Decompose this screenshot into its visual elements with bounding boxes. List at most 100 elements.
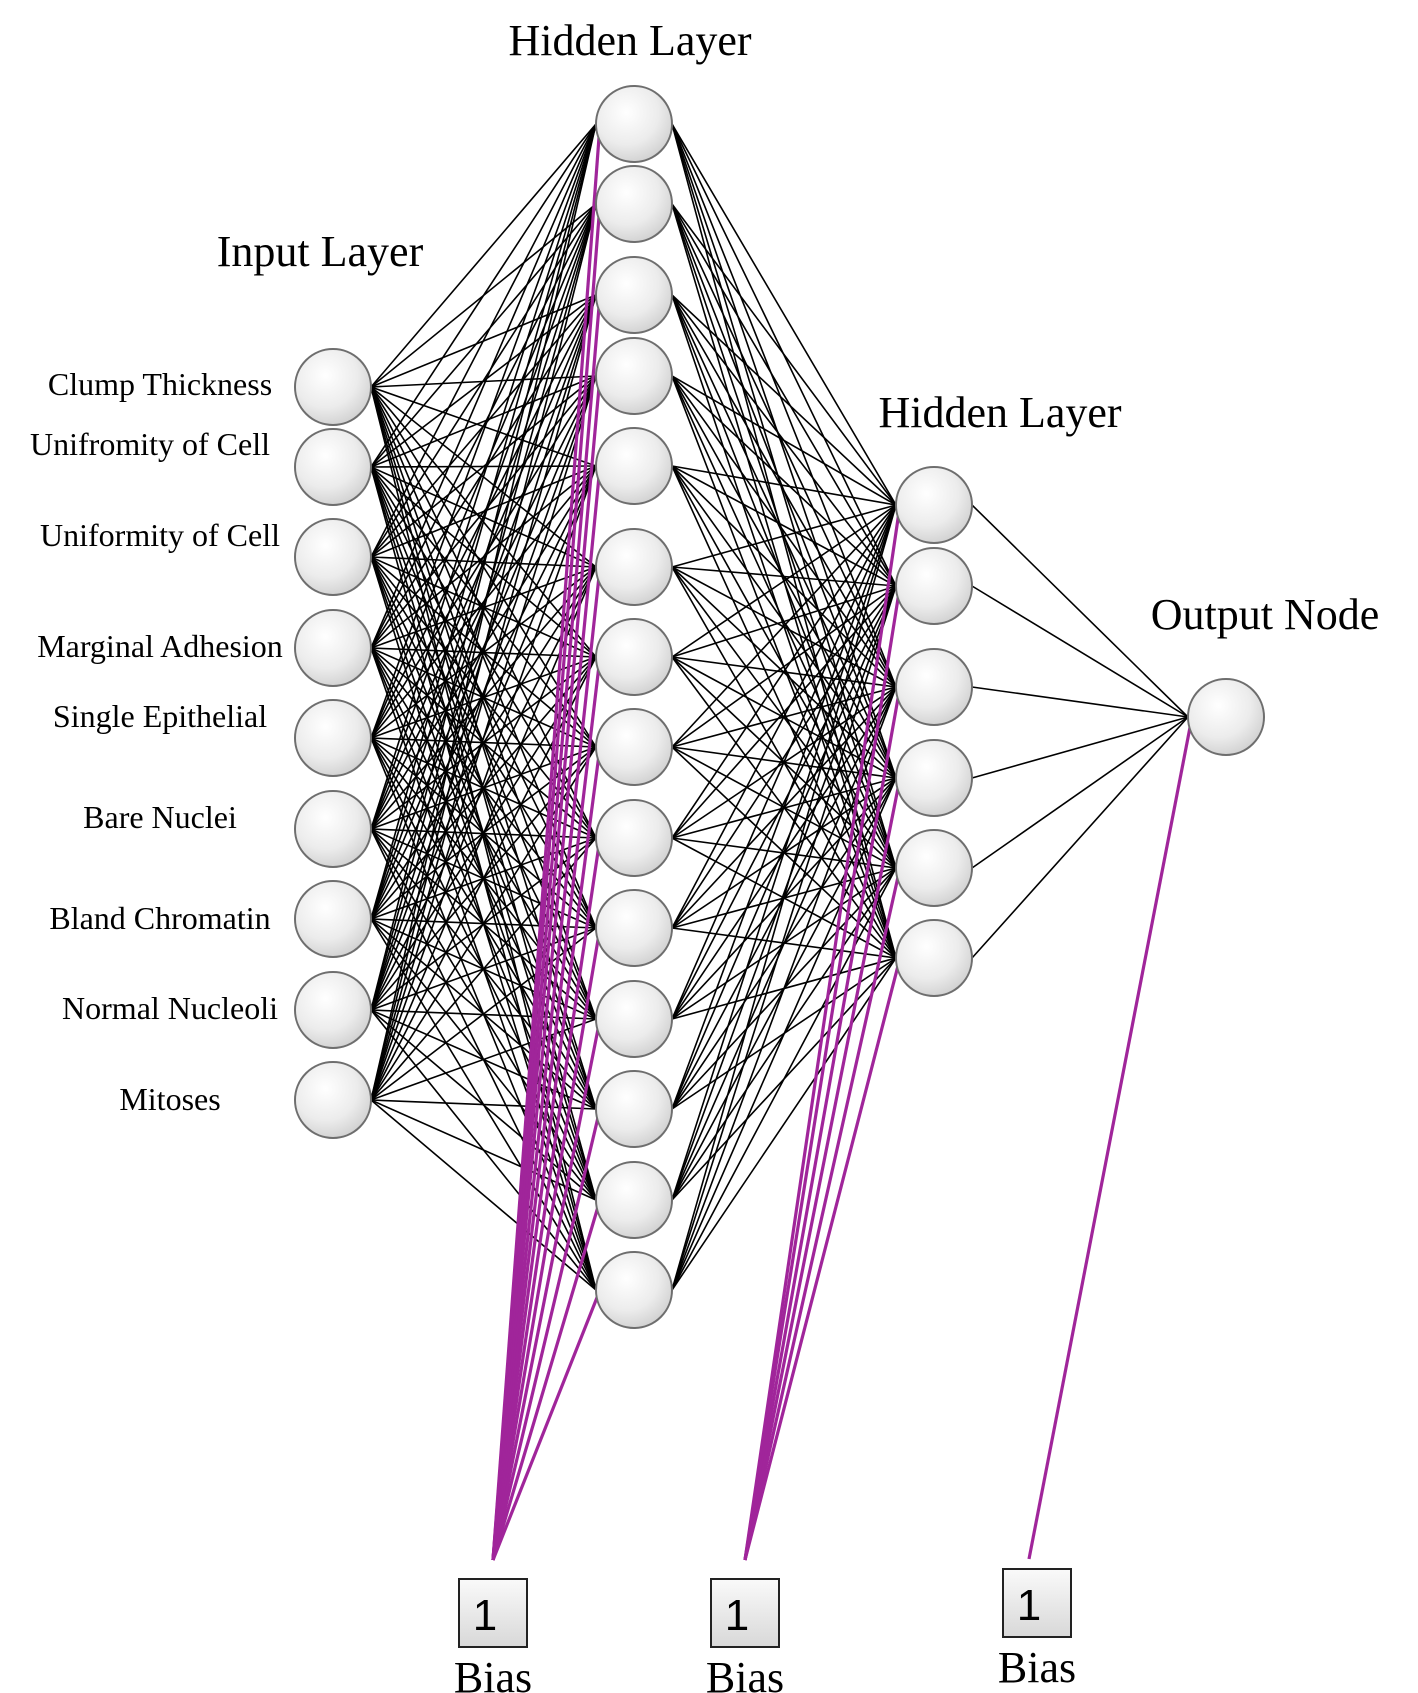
input-node-1 [294, 348, 372, 426]
hidden1-node-6 [595, 528, 673, 606]
hidden1-node-1 [595, 85, 673, 163]
edge-hidden1-hidden2 [671, 465, 897, 506]
hidden-layer-2-title: Hidden Layer [878, 388, 1121, 437]
edge-input-hidden1 [370, 203, 597, 1101]
edge-hidden1-hidden2 [671, 585, 897, 1291]
edge-hidden1-hidden2 [671, 123, 897, 506]
edge-input-hidden1 [370, 123, 597, 1101]
edge-hidden1-hidden2 [671, 777, 897, 1291]
edge-hidden1-hidden2 [671, 957, 897, 1291]
edge-hidden1-hidden2 [671, 686, 897, 1291]
edge-hidden1-hidden2 [671, 585, 897, 658]
edge-input-hidden1 [370, 123, 597, 739]
bias-edge-output [1027, 716, 1194, 1560]
edge-hidden1-hidden2 [671, 585, 897, 748]
input-label-mitoses: Mitoses [119, 1081, 220, 1117]
edge-hidden2-output [971, 716, 1189, 779]
bias-value-2: 1 [725, 1591, 749, 1640]
bias-edge-hidden1 [491, 1289, 602, 1561]
edge-hidden1-hidden2 [671, 585, 897, 929]
edge-hidden1-hidden2 [671, 375, 897, 688]
input-node-3 [294, 518, 372, 596]
edge-hidden1-hidden2 [671, 585, 897, 1110]
bias-box-2 [710, 1578, 780, 1648]
input-layer-title: Input Layer [217, 227, 424, 276]
edge-input-hidden1 [370, 375, 597, 830]
edge-hidden2-output [971, 585, 1189, 718]
edge-input-hidden1 [370, 123, 597, 649]
input-label-single-epithelial: Single Epithelial [53, 698, 267, 734]
edge-hidden1-hidden2 [671, 504, 897, 839]
bias-connections [491, 123, 1194, 1561]
edge-hidden1-hidden2 [671, 465, 897, 587]
edge-hidden1-hidden2 [671, 504, 897, 748]
edge-input-hidden1 [370, 375, 597, 1101]
hidden2-node-5 [895, 829, 973, 907]
hidden1-node-12 [595, 1070, 673, 1148]
edge-input-hidden1 [370, 375, 597, 649]
hidden2-node-6 [895, 919, 973, 997]
input-label-unifromity-of-cell: Unifromity of Cell [30, 426, 270, 462]
edge-input-hidden1 [370, 386, 597, 1020]
edge-hidden1-hidden2 [671, 375, 897, 587]
edge-hidden1-hidden2 [671, 504, 897, 929]
edge-input-hidden1 [370, 294, 597, 1101]
edge-hidden1-hidden2 [671, 566, 897, 587]
output-node-1 [1187, 678, 1265, 756]
hidden1-node-7 [595, 618, 673, 696]
edge-hidden1-hidden2 [671, 585, 897, 1201]
input-label-clump-thickness: Clump Thickness [48, 366, 272, 402]
edge-hidden2-output [971, 686, 1189, 718]
bias-edge-hidden2 [743, 504, 902, 1561]
edge-hidden2-output [971, 716, 1189, 869]
edge-hidden1-hidden2 [671, 294, 897, 506]
edge-hidden1-hidden2 [671, 123, 897, 869]
edge-input-hidden1 [370, 123, 597, 558]
input-label-marginal-adhesion: Marginal Adhesion [37, 628, 283, 664]
input-node-4 [294, 609, 372, 687]
edge-hidden1-hidden2 [671, 504, 897, 1291]
edge-input-hidden1 [370, 203, 597, 830]
bias-edge-hidden2 [743, 777, 902, 1561]
edge-hidden1-hidden2 [671, 504, 897, 568]
input-node-7 [294, 880, 372, 958]
edge-hidden1-hidden2 [671, 867, 897, 1291]
input-node-5 [294, 699, 372, 777]
bias-edge-hidden1 [491, 837, 602, 1561]
input-node-9 [294, 1061, 372, 1139]
bias-label-1: Bias [454, 1653, 532, 1693]
bias-value-1: 1 [473, 1591, 497, 1640]
edge-input-hidden1 [370, 203, 597, 649]
hidden1-node-3 [595, 256, 673, 334]
input-label-uniformity-of-cell: Uniformity of Cell [40, 517, 280, 553]
edge-input-hidden1 [370, 1099, 597, 1201]
edge-input-hidden1 [370, 566, 597, 1101]
bias-value-3: 1 [1017, 1581, 1041, 1630]
bias-edge-hidden1 [491, 1199, 602, 1561]
edge-hidden1-hidden2 [671, 504, 897, 1110]
edge-input-hidden1 [370, 203, 597, 739]
edge-input-hidden1 [370, 375, 597, 468]
bias-edge-hidden2 [743, 585, 902, 1561]
bias-unit-1: 1 Bias [454, 1578, 532, 1693]
hidden1-node-9 [595, 799, 673, 877]
hidden1-node-8 [595, 708, 673, 786]
bias-edge-hidden2 [743, 957, 902, 1561]
hidden-layer-1-title: Hidden Layer [508, 16, 751, 65]
bias-edge-hidden2 [743, 686, 902, 1561]
edge-hidden1-hidden2 [671, 585, 897, 1020]
bias-box-1 [458, 1578, 528, 1648]
bias-label-3: Bias [998, 1643, 1076, 1692]
hidden1-node-13 [595, 1161, 673, 1239]
hidden1-node-4 [595, 337, 673, 415]
edge-hidden1-hidden2 [671, 123, 897, 688]
hidden1-node-10 [595, 889, 673, 967]
edge-hidden1-hidden2 [671, 375, 897, 506]
hidden1-node-14 [595, 1251, 673, 1329]
edge-input-hidden1 [370, 203, 597, 1011]
bias-edge-hidden1 [491, 566, 602, 1561]
edge-input-hidden1 [370, 746, 597, 1101]
edge-input-hidden1 [370, 465, 597, 1101]
bias-edge-hidden2 [743, 867, 902, 1561]
